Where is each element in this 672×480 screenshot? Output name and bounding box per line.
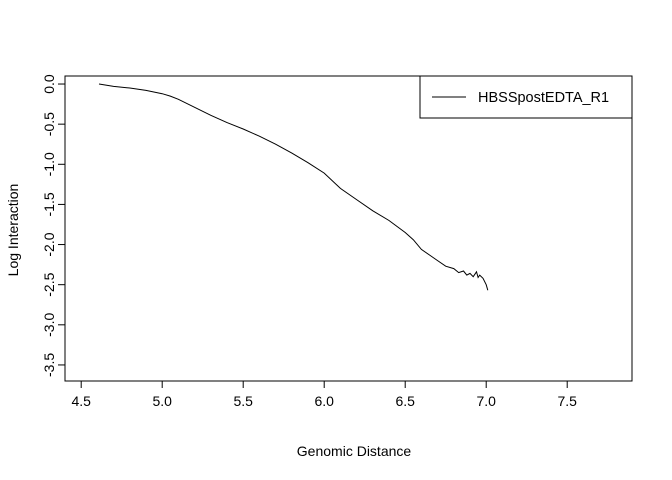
y-tick-label: -2.0 xyxy=(41,232,57,256)
x-tick-label: 7.0 xyxy=(476,393,496,409)
series-line-HBSSpostEDTA_R1 xyxy=(98,83,489,291)
x-tick-label: 6.0 xyxy=(314,393,334,409)
y-tick-label: -3.0 xyxy=(41,313,57,337)
legend: HBSSpostEDTA_R1 xyxy=(419,75,633,119)
x-axis-title: Genomic Distance xyxy=(297,443,412,459)
y-tick-label: 0.0 xyxy=(41,74,57,94)
x-axis: 4.5 5.0 5.5 6.0 6.5 7.0 7.5 xyxy=(71,380,577,409)
plot-frame xyxy=(64,75,633,382)
y-axis: 0.0 -0.5 -1.0 -1.5 -2.0 -2.5 -3.0 -3.5 xyxy=(41,74,66,377)
y-tick-label: -1.5 xyxy=(41,192,57,216)
y-tick-label: -2.5 xyxy=(41,272,57,296)
y-tick-label: -3.5 xyxy=(41,353,57,377)
y-tick-label: -1.0 xyxy=(41,152,57,176)
x-tick-label: 7.5 xyxy=(557,393,577,409)
x-tick-label: 6.5 xyxy=(395,393,415,409)
x-tick-label: 4.5 xyxy=(71,393,91,409)
legend-label: HBSSpostEDTA_R1 xyxy=(478,90,609,106)
legend-box xyxy=(419,75,633,119)
y-tick-label: -0.5 xyxy=(41,112,57,136)
x-tick-label: 5.0 xyxy=(152,393,172,409)
x-tick-label: 5.5 xyxy=(233,393,253,409)
y-axis-title: Log Interaction xyxy=(5,184,21,277)
